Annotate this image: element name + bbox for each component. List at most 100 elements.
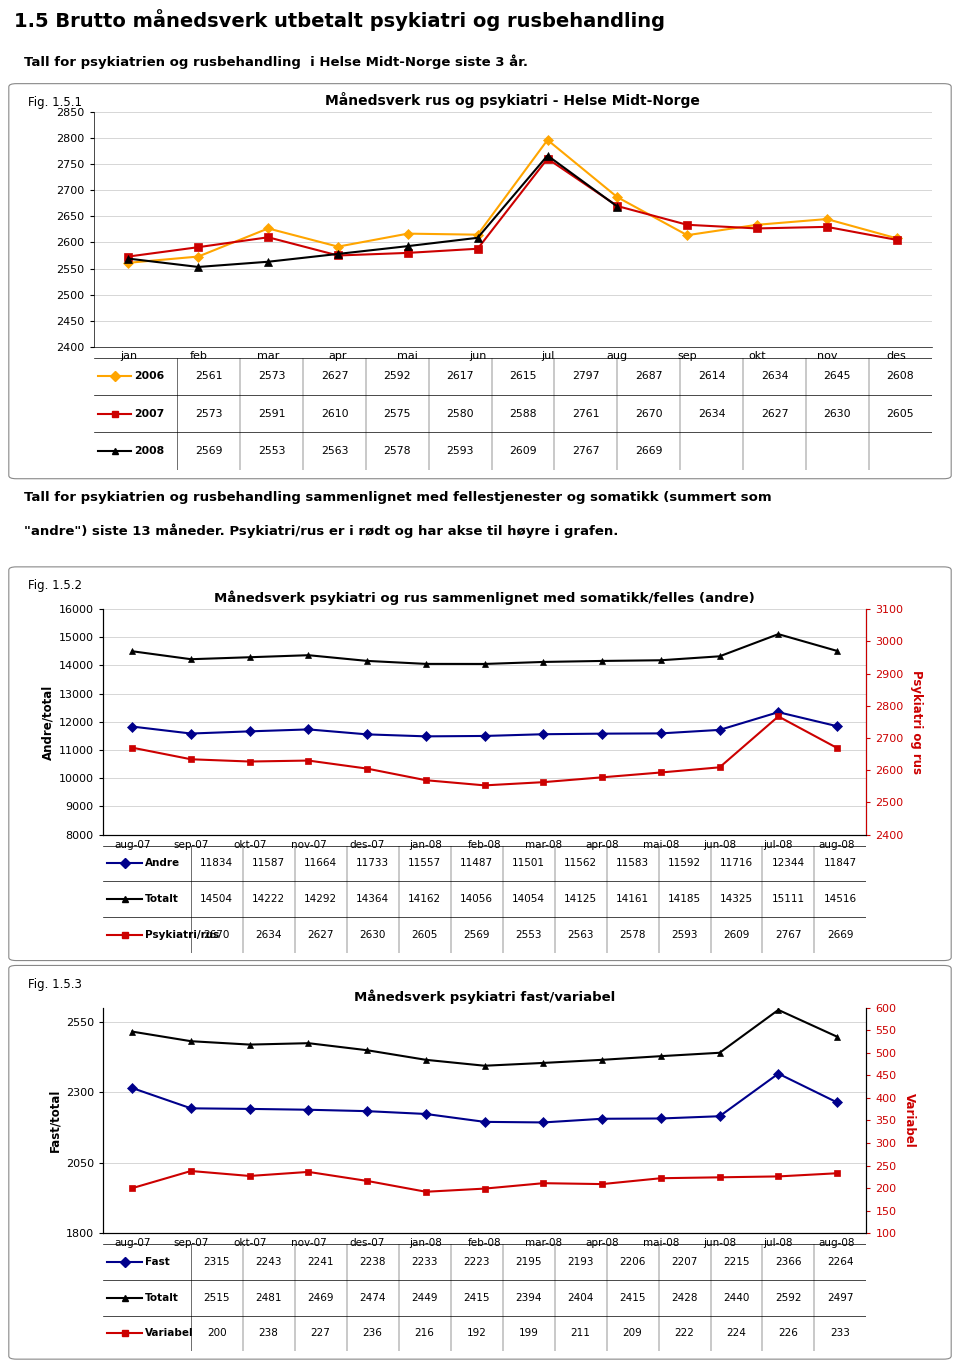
Text: 2627: 2627	[307, 930, 334, 940]
Text: 2469: 2469	[307, 1293, 334, 1302]
Text: 11487: 11487	[460, 859, 493, 868]
Text: 2578: 2578	[619, 930, 646, 940]
Text: 14325: 14325	[720, 894, 753, 904]
Text: 14516: 14516	[824, 894, 857, 904]
Text: 2580: 2580	[446, 408, 474, 419]
Text: Fast: Fast	[145, 1257, 170, 1267]
Text: 192: 192	[467, 1328, 487, 1339]
Text: 2449: 2449	[411, 1293, 438, 1302]
Text: 2007: 2007	[133, 408, 164, 419]
Text: 2573: 2573	[195, 408, 223, 419]
Text: 2415: 2415	[619, 1293, 646, 1302]
Text: 2553: 2553	[258, 446, 285, 456]
Text: 233: 233	[830, 1328, 851, 1339]
Text: 2233: 2233	[411, 1257, 438, 1267]
Text: 2609: 2609	[723, 930, 750, 940]
Text: 2609: 2609	[509, 446, 537, 456]
Text: 2634: 2634	[698, 408, 726, 419]
Text: 2645: 2645	[824, 371, 852, 381]
Text: 2669: 2669	[635, 446, 662, 456]
Text: 14056: 14056	[460, 894, 493, 904]
Text: 11562: 11562	[564, 859, 597, 868]
Text: 2592: 2592	[384, 371, 411, 381]
Text: 2264: 2264	[828, 1257, 853, 1267]
Text: Variabel: Variabel	[145, 1328, 194, 1339]
Text: 209: 209	[623, 1328, 642, 1339]
Text: 2394: 2394	[516, 1293, 541, 1302]
Text: Fig. 1.5.1: Fig. 1.5.1	[29, 96, 83, 109]
Text: "andre") siste 13 måneder. Psykiatri/rus er i rødt og har akse til høyre i grafe: "andre") siste 13 måneder. Psykiatri/rus…	[24, 523, 618, 538]
Text: 2569: 2569	[195, 446, 223, 456]
Text: 2223: 2223	[464, 1257, 490, 1267]
Text: 2008: 2008	[133, 446, 164, 456]
Text: 2593: 2593	[671, 930, 698, 940]
Text: 11501: 11501	[512, 859, 545, 868]
Text: Fig. 1.5.3: Fig. 1.5.3	[29, 977, 83, 991]
Text: 11847: 11847	[824, 859, 857, 868]
Text: 226: 226	[779, 1328, 799, 1339]
Text: 11583: 11583	[616, 859, 649, 868]
Text: 2605: 2605	[412, 930, 438, 940]
Text: 2767: 2767	[776, 930, 802, 940]
Text: 14125: 14125	[564, 894, 597, 904]
Text: 236: 236	[363, 1328, 382, 1339]
Text: 2627: 2627	[760, 408, 788, 419]
Text: 2193: 2193	[567, 1257, 594, 1267]
Text: 2553: 2553	[516, 930, 541, 940]
Title: Månedsverk rus og psykiatri - Helse Midt-Norge: Månedsverk rus og psykiatri - Helse Midt…	[325, 93, 700, 108]
Text: 2578: 2578	[384, 446, 411, 456]
Text: 2615: 2615	[510, 371, 537, 381]
Text: 2515: 2515	[204, 1293, 229, 1302]
FancyBboxPatch shape	[9, 965, 951, 1360]
Text: 11834: 11834	[200, 859, 233, 868]
Text: 2588: 2588	[510, 408, 537, 419]
Text: 2797: 2797	[572, 371, 600, 381]
Text: 2614: 2614	[698, 371, 726, 381]
Text: 227: 227	[311, 1328, 330, 1339]
Text: 11557: 11557	[408, 859, 442, 868]
Title: Månedsverk psykiatri fast/variabel: Månedsverk psykiatri fast/variabel	[354, 990, 615, 1003]
Text: 216: 216	[415, 1328, 435, 1339]
Text: 200: 200	[206, 1328, 227, 1339]
Text: 222: 222	[675, 1328, 694, 1339]
Text: 2630: 2630	[824, 408, 852, 419]
Text: 2669: 2669	[828, 930, 853, 940]
Text: 12344: 12344	[772, 859, 805, 868]
Text: 238: 238	[258, 1328, 278, 1339]
Text: 2627: 2627	[321, 371, 348, 381]
Text: 2481: 2481	[255, 1293, 282, 1302]
Text: 14222: 14222	[252, 894, 285, 904]
Text: 2366: 2366	[776, 1257, 802, 1267]
Text: 2241: 2241	[307, 1257, 334, 1267]
Text: 2440: 2440	[723, 1293, 750, 1302]
Text: 2605: 2605	[886, 408, 914, 419]
Text: 2575: 2575	[384, 408, 411, 419]
Text: 2617: 2617	[446, 371, 474, 381]
Text: 11587: 11587	[252, 859, 285, 868]
Text: 1.5 Brutto månedsverk utbetalt psykiatri og rusbehandling: 1.5 Brutto månedsverk utbetalt psykiatri…	[14, 10, 665, 31]
Text: 2670: 2670	[204, 930, 229, 940]
Text: 2215: 2215	[723, 1257, 750, 1267]
Text: 14054: 14054	[512, 894, 545, 904]
Text: 224: 224	[727, 1328, 747, 1339]
Text: 2687: 2687	[635, 371, 662, 381]
Text: 2195: 2195	[516, 1257, 541, 1267]
Text: 2243: 2243	[255, 1257, 282, 1267]
Text: 11592: 11592	[668, 859, 701, 868]
Text: Totalt: Totalt	[145, 894, 179, 904]
Text: 2415: 2415	[464, 1293, 490, 1302]
Text: 2006: 2006	[133, 371, 164, 381]
Text: 199: 199	[518, 1328, 539, 1339]
Text: 14504: 14504	[201, 894, 233, 904]
Text: 2207: 2207	[671, 1257, 698, 1267]
Text: 14292: 14292	[304, 894, 337, 904]
Text: 2634: 2634	[760, 371, 788, 381]
Text: 2670: 2670	[635, 408, 662, 419]
Y-axis label: Psykiatri og rus: Psykiatri og rus	[910, 670, 924, 774]
FancyBboxPatch shape	[9, 83, 951, 479]
Text: 2563: 2563	[321, 446, 348, 456]
Text: 2569: 2569	[464, 930, 490, 940]
Text: 2592: 2592	[776, 1293, 802, 1302]
Text: 2474: 2474	[359, 1293, 386, 1302]
Text: Totalt: Totalt	[145, 1293, 179, 1302]
